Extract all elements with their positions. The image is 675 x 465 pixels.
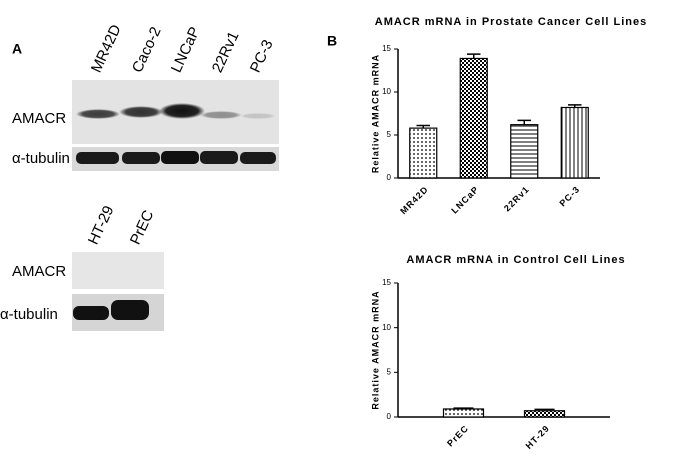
row-label: AMACR [12,263,66,280]
chart-title: AMACR mRNA in Prostate Cancer Cell Lines [375,16,647,28]
panel-label: A [12,41,22,57]
error-bar [416,124,430,129]
bar [459,57,488,179]
band [200,151,238,164]
panel-label: B [327,33,337,49]
y-axis-label: Relative AMACR mRNA [370,290,380,409]
error-bar [453,407,474,409]
error-bar [568,104,582,108]
x-tick-label: PC-3 [557,184,581,208]
y-axis-label: Relative AMACR mRNA [370,54,380,173]
band [200,111,242,119]
x-tick-label: MR42D [398,184,430,216]
y-tick-label: 15 [382,278,391,287]
y-tick-label: 15 [382,44,391,53]
error-bar [517,119,531,125]
blot-bottom: HT-29 PrEC AMACR α-tubulin [0,203,164,331]
bar [442,408,485,418]
band [76,152,119,164]
row-label: α-tubulin [12,150,70,167]
y-tick-label: 0 [387,173,392,182]
lane-label: PrEC [127,208,158,248]
lane-label: PC-3 [247,37,277,75]
band [240,152,276,164]
y-tick-label: 5 [387,367,392,376]
band [119,106,163,118]
y-tick-label: 0 [387,412,392,421]
x-tick-label: 22Rv1 [502,184,531,213]
error-bar [467,53,481,59]
lane-label: Caco-2 [129,24,165,75]
x-tick-label: PrEC [445,423,470,448]
x-tick-label: LNCaP [449,184,480,215]
y-tick-label: 10 [382,323,391,332]
bar [409,127,438,179]
row-label: α-tubulin [0,306,58,323]
bar [510,124,539,179]
band [76,109,120,119]
band [161,151,199,164]
band [240,113,276,119]
band [111,300,149,320]
band [159,103,205,119]
y-tick-label: 10 [382,87,391,96]
band [73,306,109,320]
blot-membrane [72,252,164,289]
row-label: AMACR [12,110,66,127]
lane-label: MR42D [88,22,125,75]
bar [560,106,589,179]
y-tick-label: 5 [387,130,392,139]
x-tick-label: HT-29 [524,423,552,451]
band [122,152,160,164]
chart-title: AMACR mRNA in Control Cell Lines [406,254,625,266]
lane-label: LNCaP [168,24,204,75]
lane-label: HT-29 [85,203,118,247]
lane-label: 22Rv1 [209,29,243,75]
error-bar [534,408,555,411]
bar [523,410,566,418]
blot-top: MR42D Caco-2 LNCaP 22Rv1 PC-3 AMACR α-tu… [12,22,279,171]
